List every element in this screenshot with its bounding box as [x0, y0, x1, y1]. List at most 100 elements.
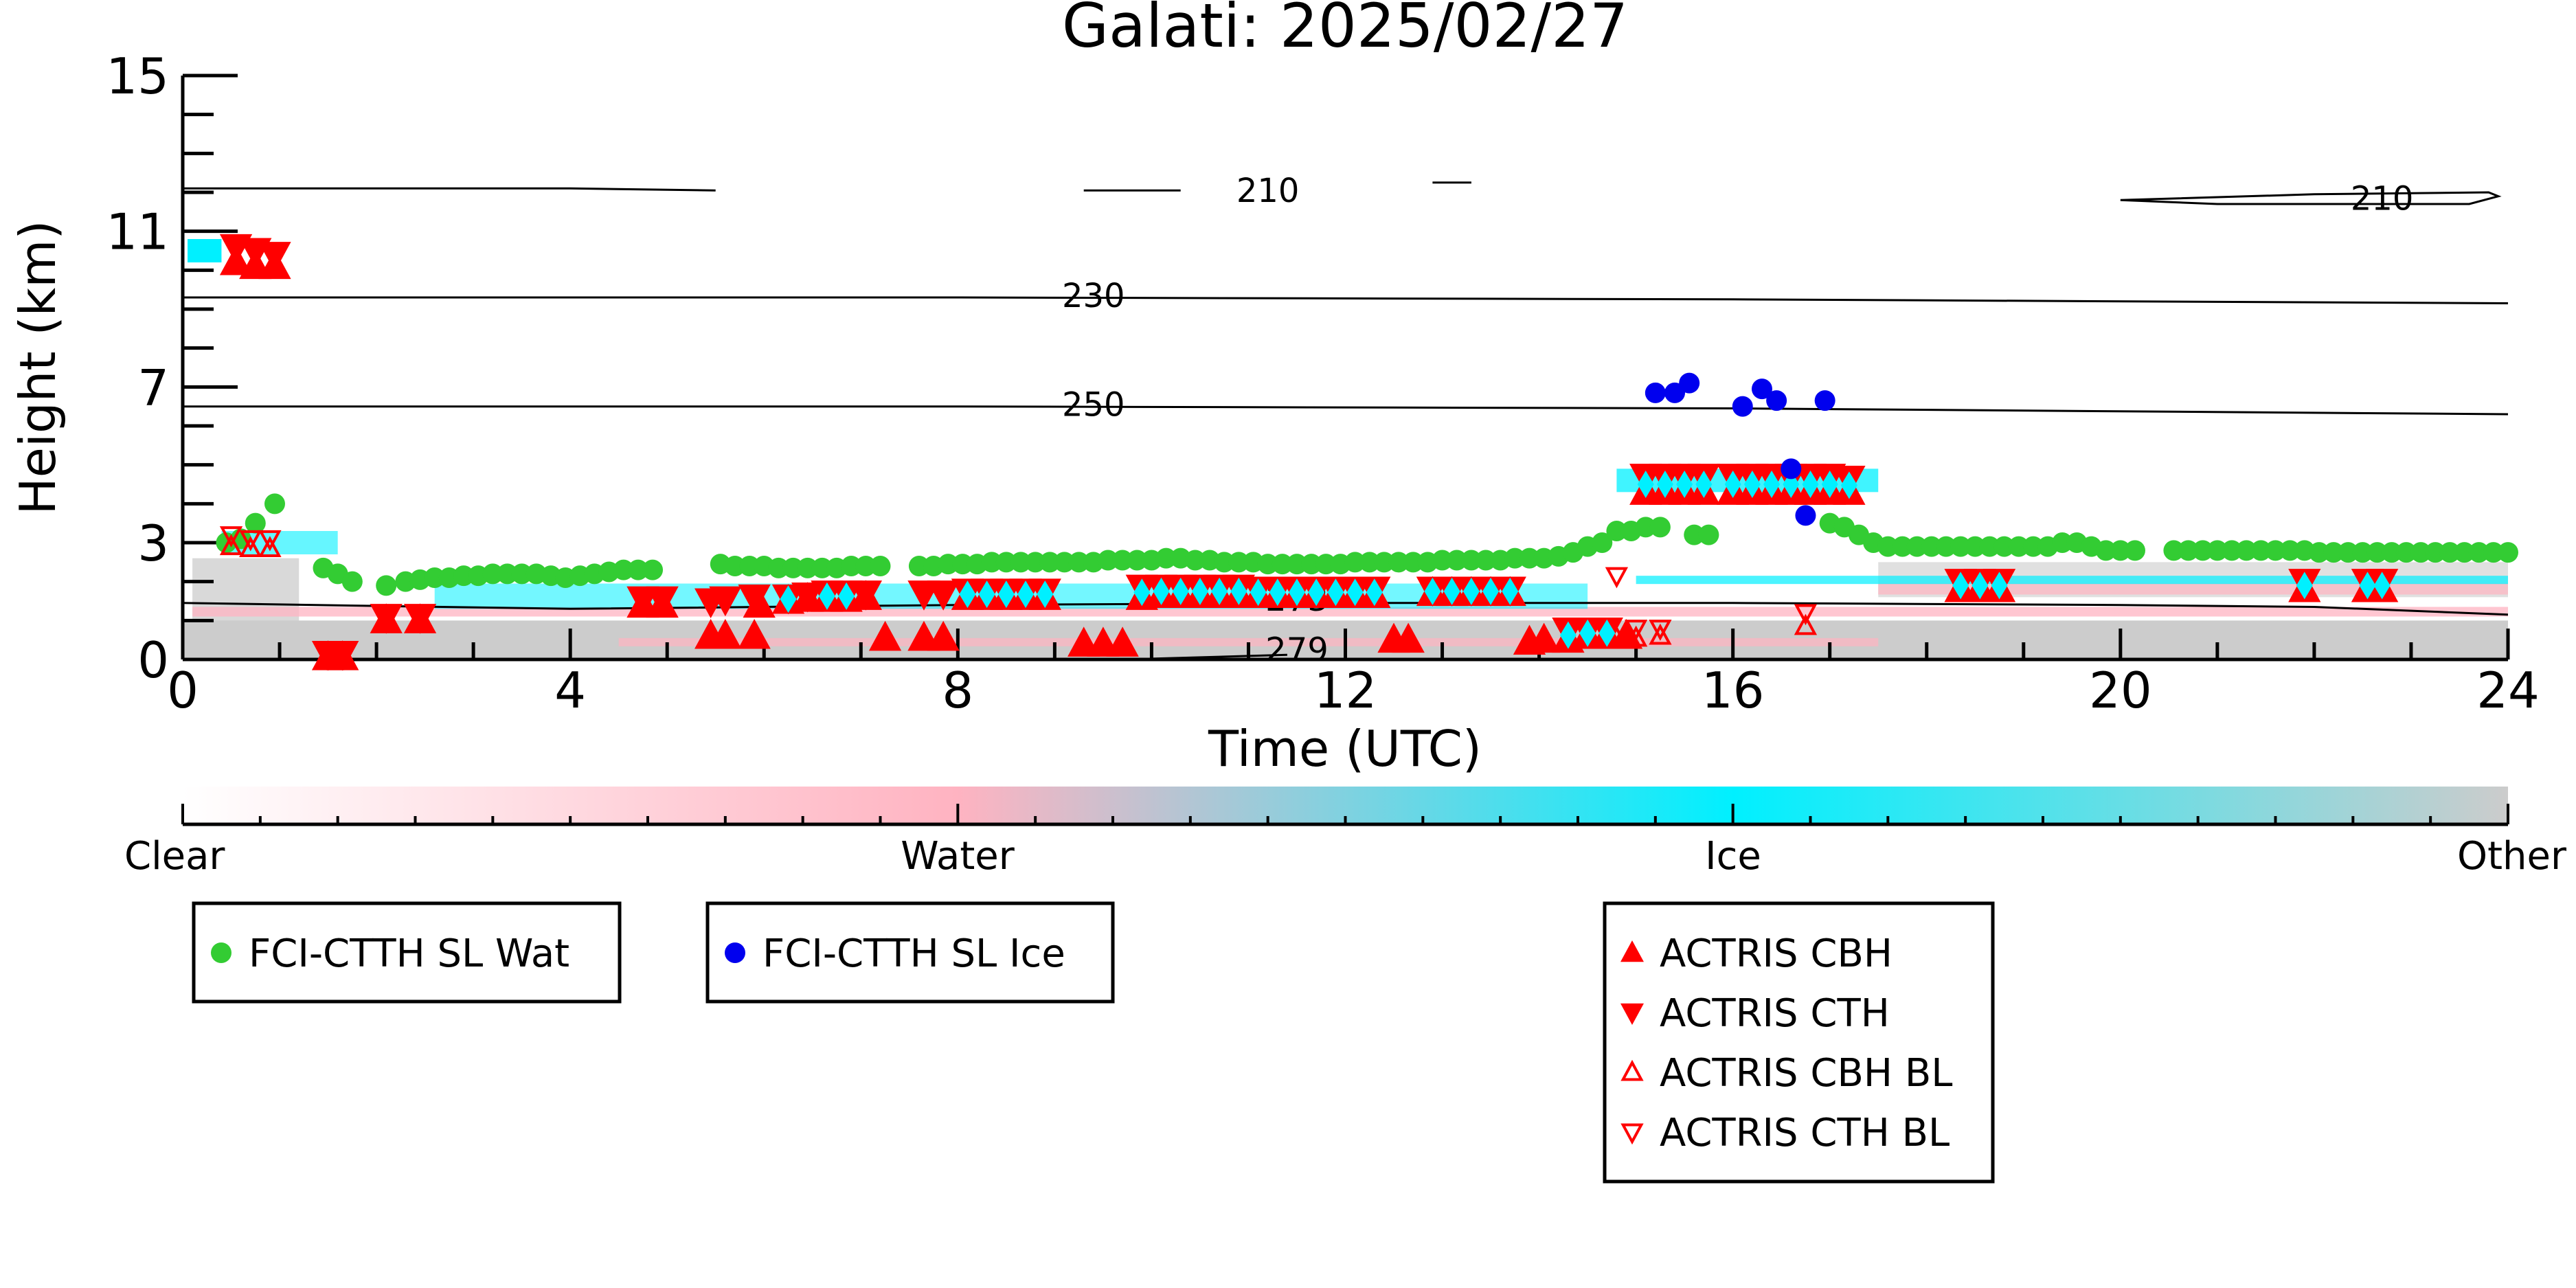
data-point	[1272, 554, 1293, 575]
ice-diamond	[1724, 471, 1741, 498]
data-point	[2124, 540, 2145, 561]
contour-label-1: 230	[1062, 277, 1125, 315]
legend-label: ACTRIS CTH	[1660, 991, 1890, 1036]
ice-layer-upper	[188, 239, 222, 262]
ice-diamond	[1443, 577, 1460, 605]
legend-marker	[211, 942, 231, 963]
series-4	[219, 534, 1818, 647]
data-point	[1373, 552, 1394, 573]
data-point	[627, 559, 648, 580]
legend-marker	[1620, 1003, 1644, 1026]
x-axis-label: Time (UTC)	[1208, 720, 1482, 778]
data-point	[952, 554, 973, 575]
data-point	[642, 559, 664, 580]
ice-diamond	[1269, 578, 1286, 607]
ice-diamond	[1037, 580, 1054, 609]
data-point	[1519, 547, 1540, 569]
ice-diamond	[1288, 578, 1305, 607]
data-point	[1214, 552, 1235, 573]
ice-diamond	[2373, 572, 2391, 600]
data-point	[424, 567, 445, 588]
data-point	[1906, 536, 1928, 557]
x-tick-label: 12	[1314, 662, 1377, 719]
contour-label-5: 279	[1265, 631, 1329, 670]
contour-210-left	[183, 187, 716, 192]
legend-marker	[725, 942, 745, 963]
data-point	[482, 563, 504, 585]
data-point	[2308, 542, 2329, 563]
ice-diamond	[1656, 471, 1673, 498]
ice-diamond	[1598, 619, 1616, 647]
data-point	[797, 557, 818, 578]
data-point	[1814, 390, 1835, 411]
colorbar-label-water: Water	[901, 834, 1015, 879]
data-point	[239, 530, 262, 552]
data-point	[1679, 372, 1700, 394]
data-point	[1228, 552, 1250, 573]
data-point	[1403, 552, 1424, 573]
x-tick-label: 20	[2089, 662, 2152, 719]
data-point	[2022, 536, 2044, 557]
data-point	[2206, 540, 2228, 561]
ice-diamond	[1763, 471, 1781, 498]
data-point	[1649, 517, 1671, 538]
ice-diamond	[1230, 577, 1247, 605]
data-point	[849, 580, 882, 611]
contour-230	[183, 296, 2508, 304]
legend-marker	[1620, 1123, 1644, 1145]
data-point	[981, 552, 1002, 573]
data-point	[1460, 550, 1482, 571]
data-point	[2052, 532, 2073, 553]
data-point	[1624, 620, 1648, 641]
contour-label-2: 250	[1062, 386, 1125, 425]
x-tick-label: 24	[2476, 662, 2540, 719]
data-point	[2425, 542, 2446, 563]
ice-diamond	[1133, 578, 1151, 607]
ice-diamond	[997, 580, 1015, 609]
data-point	[1751, 379, 1772, 400]
data-point	[1645, 382, 1666, 403]
ice-diamond	[838, 582, 855, 610]
data-point	[709, 586, 742, 617]
legend-box-0: FCI-CTTH SL Wat	[192, 901, 622, 1004]
data-point	[1794, 604, 1818, 626]
data-point	[868, 620, 902, 651]
y-tick-label: 3	[137, 515, 169, 572]
axes: 0 3 7 11 15 0 4 8 12 16 20 24	[106, 47, 2539, 719]
data-point	[1112, 550, 1133, 571]
data-point	[1664, 382, 1686, 403]
data-point	[1606, 521, 1627, 541]
legend-frame	[192, 901, 622, 1004]
data-point	[1344, 552, 1366, 573]
contour-250	[183, 405, 2508, 416]
data-point	[1698, 524, 1719, 545]
colorbar-label-other: Other	[2457, 834, 2567, 879]
legends: FCI-CTTH SL Wat FCI-CTTH SL Ice ACTRIS CBH…	[192, 901, 1995, 1184]
ice-diamond	[1462, 577, 1480, 605]
data-point	[453, 565, 475, 587]
y-tick-label: 15	[106, 47, 169, 105]
data-point	[2381, 542, 2402, 563]
data-point	[2250, 540, 2272, 561]
data-point	[908, 556, 929, 576]
contour-label-3: 210	[2351, 179, 2414, 218]
data-point	[791, 583, 824, 613]
data-point	[376, 575, 397, 596]
data-point	[2410, 542, 2432, 563]
colorbar-label-clear: Clear	[124, 834, 225, 879]
data-point	[1106, 626, 1139, 657]
data-point	[724, 556, 745, 576]
data-point	[2110, 540, 2131, 561]
data-point	[258, 530, 282, 552]
x-tick-label: 16	[1702, 662, 1765, 719]
legend-box-2: ACTRIS CBH ACTRIS CTH ACTRIS CBH BL ACTRIS …	[1603, 901, 1995, 1184]
ice-diamond	[1991, 572, 2008, 600]
legend-frame	[1603, 901, 1995, 1184]
data-point	[1979, 536, 2000, 557]
legend-label: FCI-CTTH SL Ice	[762, 931, 1065, 976]
ice-diamond	[1695, 471, 1713, 498]
data-point	[1624, 625, 1648, 647]
x-tick-label: 4	[554, 662, 586, 719]
legend-marker	[1620, 1059, 1644, 1081]
ice-diamond	[1559, 621, 1577, 649]
